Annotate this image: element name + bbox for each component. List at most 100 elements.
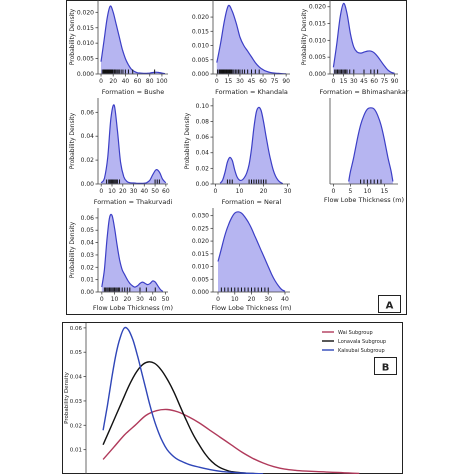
facet-plot <box>100 104 167 184</box>
y-tick-label: 0.08 <box>196 118 210 125</box>
x-tick-label: 75 <box>381 78 389 85</box>
series-line-wai-subgroup <box>102 408 360 474</box>
facet-mahabaleshwar: 0 15 30 45 60 75 90 0.000 0.005 0.010 0.015 0.020Pr… <box>301 0 399 85</box>
y-tick-label: 0.000 <box>192 289 209 296</box>
x-tick-label: 100 <box>156 78 168 85</box>
density-area <box>101 104 166 184</box>
facet-plot <box>348 107 394 184</box>
y-axis-label: Probability Density <box>184 112 191 169</box>
facet-bhimashankar: 0 5 10 15 Formation = Bhimashankar Flow Lobe … <box>319 88 408 204</box>
x-tick-label: 50 <box>162 296 170 303</box>
x-tick-label: 60 <box>259 78 267 85</box>
y-tick-label: 0.04 <box>196 150 210 157</box>
panel-a-facets: 0 20 40 60 80 1000.0000.0050.0100.0150.020Pro… <box>69 0 409 312</box>
x-tick-label: 20 <box>248 296 256 303</box>
x-tick-label: 0 <box>331 78 335 85</box>
facet-poladpur: 0 20 40 60 80 100 0.000 0.005 0.010 0.015 0.020Pro… <box>69 0 168 85</box>
density-curve <box>101 213 164 292</box>
y-tick-label: 0.020 <box>192 14 209 21</box>
facet-plot <box>216 4 287 74</box>
series-line-kalsubai-subgroup <box>102 326 264 474</box>
x-axis-label: Flow Lobe Thickness (m) <box>211 304 291 312</box>
y-tick-label: 0.010 <box>192 264 209 271</box>
y-tick-label: 0.015 <box>77 25 94 32</box>
y-tick-label: 0.05 <box>81 227 95 234</box>
facet-title: Formation = Bhimashankar <box>319 88 408 96</box>
density-curve <box>332 2 395 74</box>
y-tick-label: 0.010 <box>192 43 209 50</box>
density-curve <box>219 106 284 184</box>
x-tick-label: 30 <box>236 78 244 85</box>
x-tick-label: 10 <box>111 296 119 303</box>
y-axis-label: Probability Density <box>69 8 76 65</box>
density-area <box>101 6 165 74</box>
x-tick-label: 30 <box>130 188 138 195</box>
y-tick-label: 0.02 <box>196 165 210 172</box>
x-tick-label: 0 <box>216 296 220 303</box>
x-axis-label: Flow Lobe Thickness (m) <box>324 196 404 204</box>
y-tick-label: 0.05 <box>70 350 83 356</box>
density-area <box>220 107 283 184</box>
x-tick-label: 20 <box>109 78 117 85</box>
x-tick-label: 90 <box>391 78 399 85</box>
y-tick-label: 0.04 <box>81 240 95 247</box>
x-tick-label: 60 <box>162 188 170 195</box>
y-tick-label: 0.005 <box>192 276 209 283</box>
y-axis-label: Probability Density <box>64 371 70 423</box>
x-tick-label: 20 <box>123 296 131 303</box>
x-axis-label: Flow Lobe Thickness (m) <box>93 304 173 312</box>
y-tick-label: 0.06 <box>81 215 95 222</box>
facet-bushe: 0 10 20 30 40 50 60 0.00 0.02 0.04 0.06 Probability… <box>69 88 170 195</box>
x-tick-label: 30 <box>350 78 358 85</box>
y-tick-label: 0.02 <box>81 264 95 271</box>
x-tick-label: 50 <box>151 188 159 195</box>
y-tick-label: 0.06 <box>70 326 83 332</box>
x-tick-label: 0 <box>215 78 219 85</box>
facet-title: Formation = Khandala <box>215 88 288 96</box>
x-tick-label: 80 <box>146 78 154 85</box>
density-area <box>218 211 285 292</box>
x-tick-label: 30 <box>136 296 144 303</box>
x-tick-label: 10 <box>236 188 244 195</box>
y-tick-label: 0.000 <box>309 71 326 78</box>
x-tick-label: 5 <box>348 188 352 195</box>
y-tick-label: 0.015 <box>309 21 326 28</box>
facet-title: Formation = Neral <box>222 198 282 206</box>
x-tick-label: 75 <box>271 78 279 85</box>
panel-b-label-box: B <box>374 357 397 375</box>
y-tick-label: 0.06 <box>81 109 95 116</box>
x-tick-label: 20 <box>260 188 268 195</box>
density-area <box>348 107 393 184</box>
y-axis-label: Probability Density <box>69 221 76 278</box>
y-tick-label: 0.03 <box>70 399 83 405</box>
y-axis-label: Probability Density <box>69 112 76 169</box>
x-tick-label: 15 <box>381 188 389 195</box>
x-tick-label: 40 <box>122 78 130 85</box>
y-tick-label: 0.020 <box>77 9 94 16</box>
y-tick-label: 0.030 <box>192 213 209 220</box>
y-tick-label: 0.020 <box>309 4 326 11</box>
panel-a-label: A <box>386 301 394 312</box>
density-curve <box>348 107 394 182</box>
legend-entry: Lonavala Subgroup <box>338 339 386 345</box>
facet-neral: 0 10 20 30 40 0.000 0.005 0.010 0.015 0.020 0.025 0… <box>192 198 292 312</box>
x-tick-label: 30 <box>264 296 272 303</box>
y-tick-label: 0.015 <box>192 28 209 35</box>
y-tick-label: 0.00 <box>196 181 210 188</box>
y-tick-label: 0.02 <box>81 157 95 164</box>
x-tick-label: 45 <box>360 78 368 85</box>
density-area <box>216 5 287 74</box>
y-tick-label: 0.03 <box>81 252 95 259</box>
density-area <box>333 3 395 74</box>
facet-plot <box>332 2 395 74</box>
x-tick-label: 0 <box>331 188 335 195</box>
y-tick-label: 0.005 <box>77 56 94 63</box>
x-tick-label: 10 <box>364 188 372 195</box>
panel-a-label-box: A <box>378 295 401 313</box>
y-tick-label: 0.00 <box>81 289 95 296</box>
y-tick-label: 0.04 <box>70 375 83 381</box>
y-tick-label: 0.01 <box>70 448 82 454</box>
legend: Wai Subgroup Lonavala Subgroup Kalsubai Su… <box>322 330 386 354</box>
panel-b-plot <box>102 326 360 474</box>
